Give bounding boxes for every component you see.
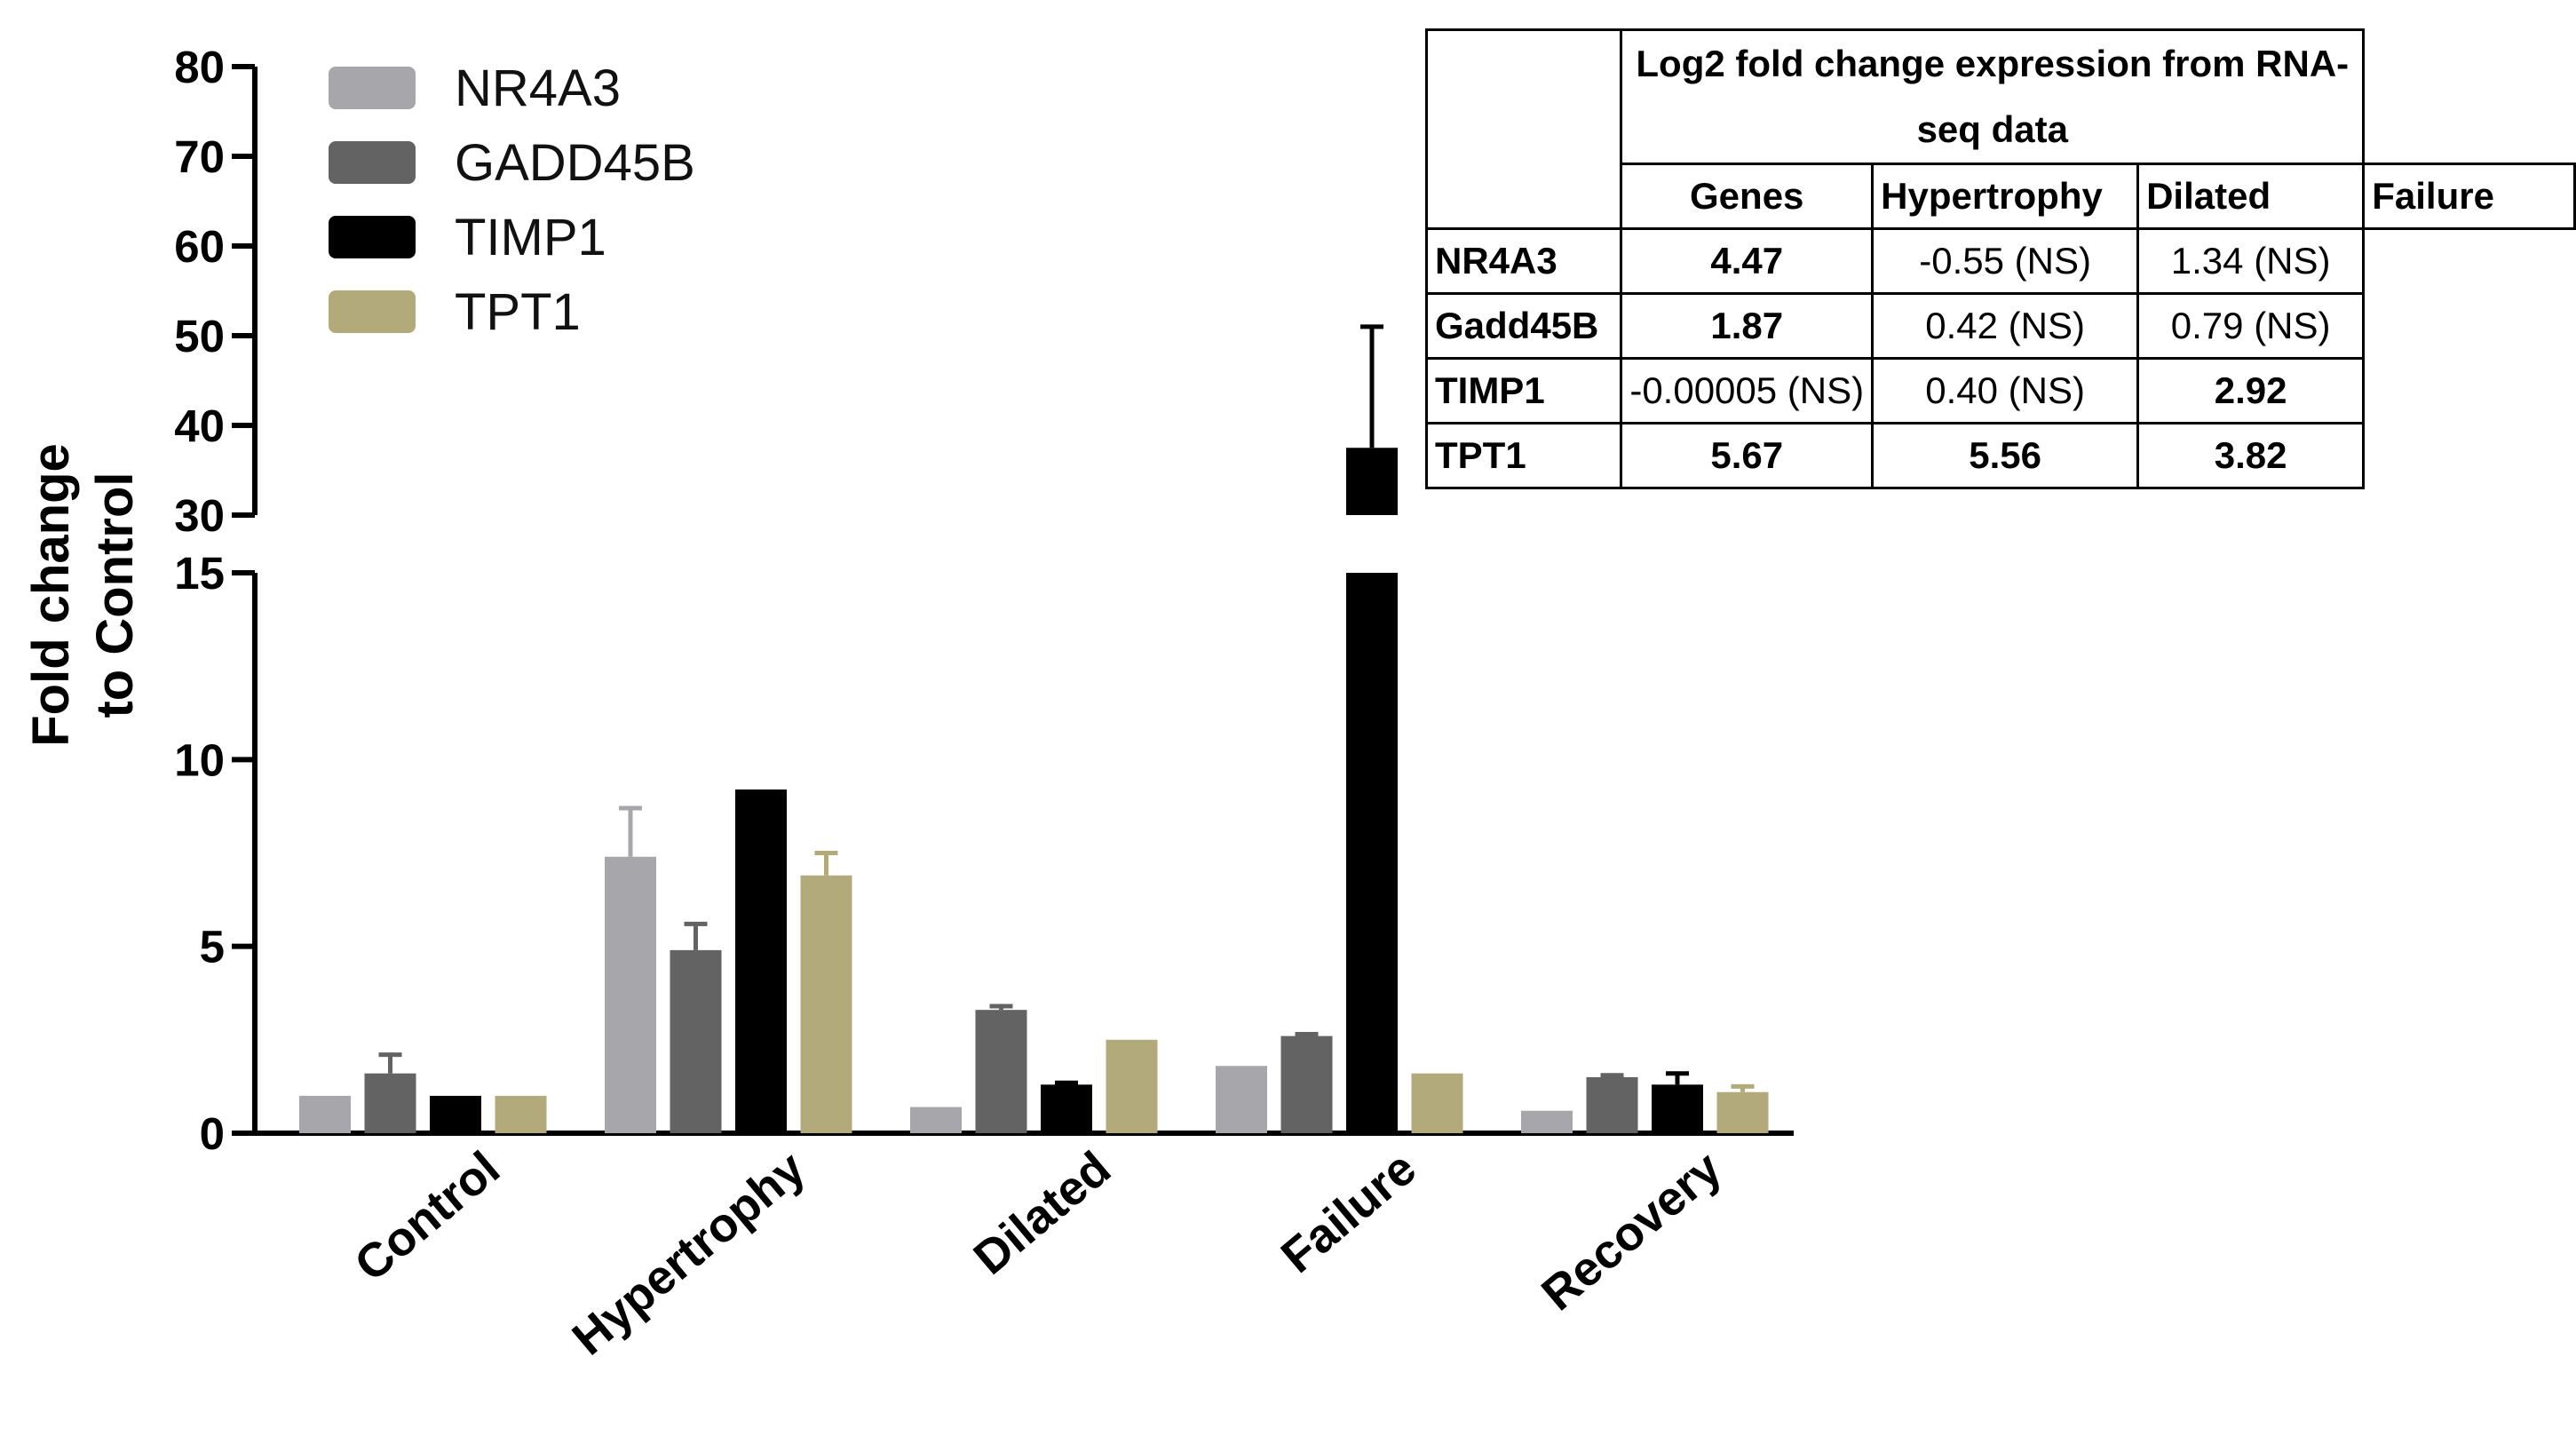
bar xyxy=(495,1095,547,1133)
bar xyxy=(430,1095,481,1133)
table-header-genes: Genes xyxy=(1620,163,1875,230)
x-tick-label: Dilated xyxy=(963,1141,1120,1285)
y-tick-label: 10 xyxy=(174,734,225,785)
table-gene-cell: TPT1 xyxy=(1424,422,1623,489)
bar xyxy=(1716,1091,1769,1133)
legend-swatch xyxy=(329,216,416,258)
y-axis-label: Fold change xyxy=(22,443,80,747)
table-gene-cell: Gadd45B xyxy=(1424,292,1623,360)
legend-swatch xyxy=(329,290,416,333)
table-value-cell: 5.67 xyxy=(1620,422,1875,489)
legend-label: NR4A3 xyxy=(455,60,621,117)
table-value-cell: 1.87 xyxy=(1620,292,1875,360)
y-tick-label: 0 xyxy=(200,1108,225,1159)
bar xyxy=(1652,1084,1703,1133)
table-value-cell: -0.00005 (NS) xyxy=(1620,357,1875,424)
legend-label: TIMP1 xyxy=(455,209,606,266)
bar xyxy=(1106,1039,1158,1133)
bar xyxy=(1346,573,1398,1133)
table-gene-cell: NR4A3 xyxy=(1424,227,1623,295)
bar xyxy=(1586,1076,1638,1133)
bar xyxy=(605,856,656,1133)
table-value-cell: 0.42 (NS) xyxy=(1871,292,2140,360)
legend-swatch xyxy=(329,67,416,109)
bar xyxy=(1346,448,1398,515)
y-tick-label: 30 xyxy=(174,490,225,541)
table-value-cell: 1.34 (NS) xyxy=(2136,227,2366,295)
table-row: TIMP1 -0.00005 (NS) 0.40 (NS) 2.92 xyxy=(1424,357,2575,424)
y-tick-label: 50 xyxy=(174,311,225,361)
table-value-cell: 2.92 xyxy=(2136,357,2366,424)
bar xyxy=(1411,1073,1463,1133)
table-header-hypertrophy: Hypertrophy xyxy=(1871,163,2140,230)
legend-label: TPT1 xyxy=(455,283,581,341)
bar xyxy=(1041,1084,1092,1133)
bar xyxy=(1216,1066,1267,1133)
table-value-cell: 0.79 (NS) xyxy=(2136,292,2366,360)
y-tick-label: 60 xyxy=(174,221,225,272)
table-value-cell: 5.56 xyxy=(1871,422,2140,489)
y-tick-label: 70 xyxy=(174,131,225,182)
table-row: TPT1 5.67 5.56 3.82 xyxy=(1424,422,2575,489)
table-header-failure: Failure xyxy=(2362,163,2576,230)
table-value-cell: 3.82 xyxy=(2136,422,2366,489)
bar xyxy=(975,1010,1027,1133)
table-header-dilated: Dilated xyxy=(2136,163,2366,230)
bar xyxy=(299,1095,351,1133)
bar xyxy=(800,875,852,1133)
bar xyxy=(670,949,722,1133)
y-tick-label: 40 xyxy=(174,401,225,451)
x-tick-label: Failure xyxy=(1272,1141,1426,1283)
table-row: Gadd45B 1.87 0.42 (NS) 0.79 (NS) xyxy=(1424,292,2575,360)
x-tick-label: Hypertrophy xyxy=(562,1141,815,1365)
x-tick-label: Recovery xyxy=(1532,1141,1732,1321)
bar xyxy=(910,1107,962,1133)
legend-label: GADD45B xyxy=(455,134,695,192)
table-row: NR4A3 4.47 -0.55 (NS) 1.34 (NS) xyxy=(1424,227,2575,295)
table-value-cell: 0.40 (NS) xyxy=(1871,357,2140,424)
bar xyxy=(364,1073,416,1133)
legend-swatch xyxy=(329,141,416,184)
y-tick-label: 5 xyxy=(200,922,225,972)
bar xyxy=(1280,1035,1333,1133)
y-tick-label: 80 xyxy=(174,42,225,92)
table-title: Log2 fold change expression from RNA-seq… xyxy=(1620,28,2366,165)
y-axis-label: to Control xyxy=(86,472,144,718)
table-corner-cell xyxy=(1424,28,1623,230)
y-tick-label: 15 xyxy=(174,548,225,599)
table-value-cell: -0.55 (NS) xyxy=(1871,227,2140,295)
rna-seq-table: Log2 fold change expression from RNA-seq… xyxy=(1424,28,2576,489)
bar xyxy=(735,789,787,1133)
table-value-cell: 4.47 xyxy=(1620,227,1875,295)
bar xyxy=(1521,1110,1573,1133)
x-tick-label: Control xyxy=(345,1141,510,1291)
table-gene-cell: TIMP1 xyxy=(1424,357,1623,424)
